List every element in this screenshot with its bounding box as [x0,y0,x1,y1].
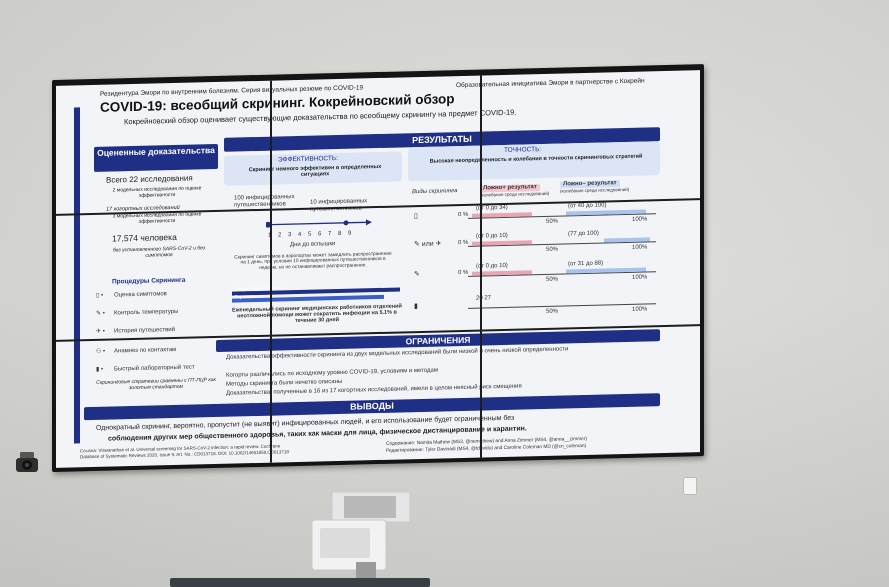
timeline-axis-label: Дни до вспышки [290,241,336,249]
axis-50-percent: 50% [546,276,559,283]
studies-total: Всего 22 исследования [106,173,193,185]
axis-100-percent: 100% [632,216,648,223]
false-positive-sub: (колебания среди исследований) [480,190,550,198]
modeling-studies: 2 модельных исследования по оценке эффек… [112,185,202,199]
axis-50-percent: 50% [546,218,559,225]
procedure-label: История путешествий [114,326,175,335]
axis-0-percent: 0 % [458,269,469,277]
timeline-tick: 7 [328,231,332,238]
poster-left-edge [74,107,80,444]
bottom-rail [170,578,430,587]
procedures-footnote: Скрининговые стратегии сравнены с ПТ-ПЦР… [96,376,216,391]
axis-0-percent: 0 % [458,239,469,247]
timeline-tick: 8 [338,230,342,238]
timeline-tick: 5 [308,231,312,238]
panel-seam [480,75,482,458]
thermometer-icon: ✎ • [96,310,105,317]
accuracy-title: ТОЧНОСТЬ: [504,146,542,154]
axis-50-percent: 50% [546,308,559,315]
axis-100-percent: 100% [632,306,648,313]
procedure-label: Быстрый лабораторный тест [114,364,195,373]
timeline-tick: 6 [318,231,322,238]
travelers-100-label: 100 инфицированных путешественников [234,194,295,209]
airplane-icon: ✈ • [96,328,105,335]
weekly-screening-text: Еженедельный скрининг медицинских работн… [232,303,402,325]
timeline-tick: 3 [288,232,292,239]
test-tube-icon: ▮ • [96,366,104,373]
outbreak-timeline [266,219,372,228]
conclusions-heading: ВЫВОДЫ [84,393,660,421]
procedure-label: Контроль температуры [114,308,179,317]
poster-screen: Резидентура Эмори по внутренним болезням… [56,70,700,468]
false-negative-range: (от 31 до 88) [568,260,604,268]
false-negative-range: (77 до 100) [568,230,599,238]
axis-50-percent: 50% [546,246,559,253]
limitation-item: Когорты различались по исходному уровню … [226,367,438,379]
accuracy-axis [468,303,656,309]
screening-type-icon: ✎ [414,271,420,279]
limitation-item: Методы скрининга были нечетко описаны [226,378,343,388]
panel-seam [270,80,272,463]
timeline-tick: 2 [278,232,282,239]
people-note: без установленного SARS-CoV-2 и без симп… [112,245,206,259]
effectiveness-title: ЭФФЕКТИВНОСТЬ: [278,155,338,164]
projector-mount [312,492,410,580]
legend-yes-label: Скрининг [234,294,256,301]
tv-display: Резидентура Эмори по внутренним болезням… [52,64,704,472]
timeline-tick: 4 [298,231,302,238]
screen-types-label: Виды скрининга [412,188,458,196]
axis-100-percent: 100% [632,274,648,281]
wall-socket [683,477,697,495]
screening-type-icon: ✎ или ✈ [414,240,442,249]
airport-text: Скрининг симптомов в аэропортах может за… [234,251,392,271]
axis-100-percent: 100% [632,244,648,251]
header-right: Образовательная инициатива Эмори в партн… [456,77,645,90]
false-negative-range: (от 40 до 100) [568,202,607,210]
list-item: ▯ • [96,292,104,299]
false-negative-sub: (колебания среди исследований) [560,186,630,194]
procedure-label: Анамнез по контактам [114,346,177,355]
screening-type-icon: ▮ [414,303,418,311]
procedure-label: Оценка симптомов [114,291,167,299]
people-total: 17,574 человека [112,231,177,244]
screening-type-icon: ▯ [414,213,418,221]
camera-icon [16,452,38,472]
timeline-tick: 9 [348,230,352,237]
axis-0-percent: 0 % [458,211,469,219]
evidence-heading: Оцененные доказательства [94,143,218,172]
procedures-heading: Процедуры Скрининга [112,276,186,286]
contacts-icon: ⚇ • [96,348,106,355]
false-positive-range: 20 27 [476,295,492,302]
